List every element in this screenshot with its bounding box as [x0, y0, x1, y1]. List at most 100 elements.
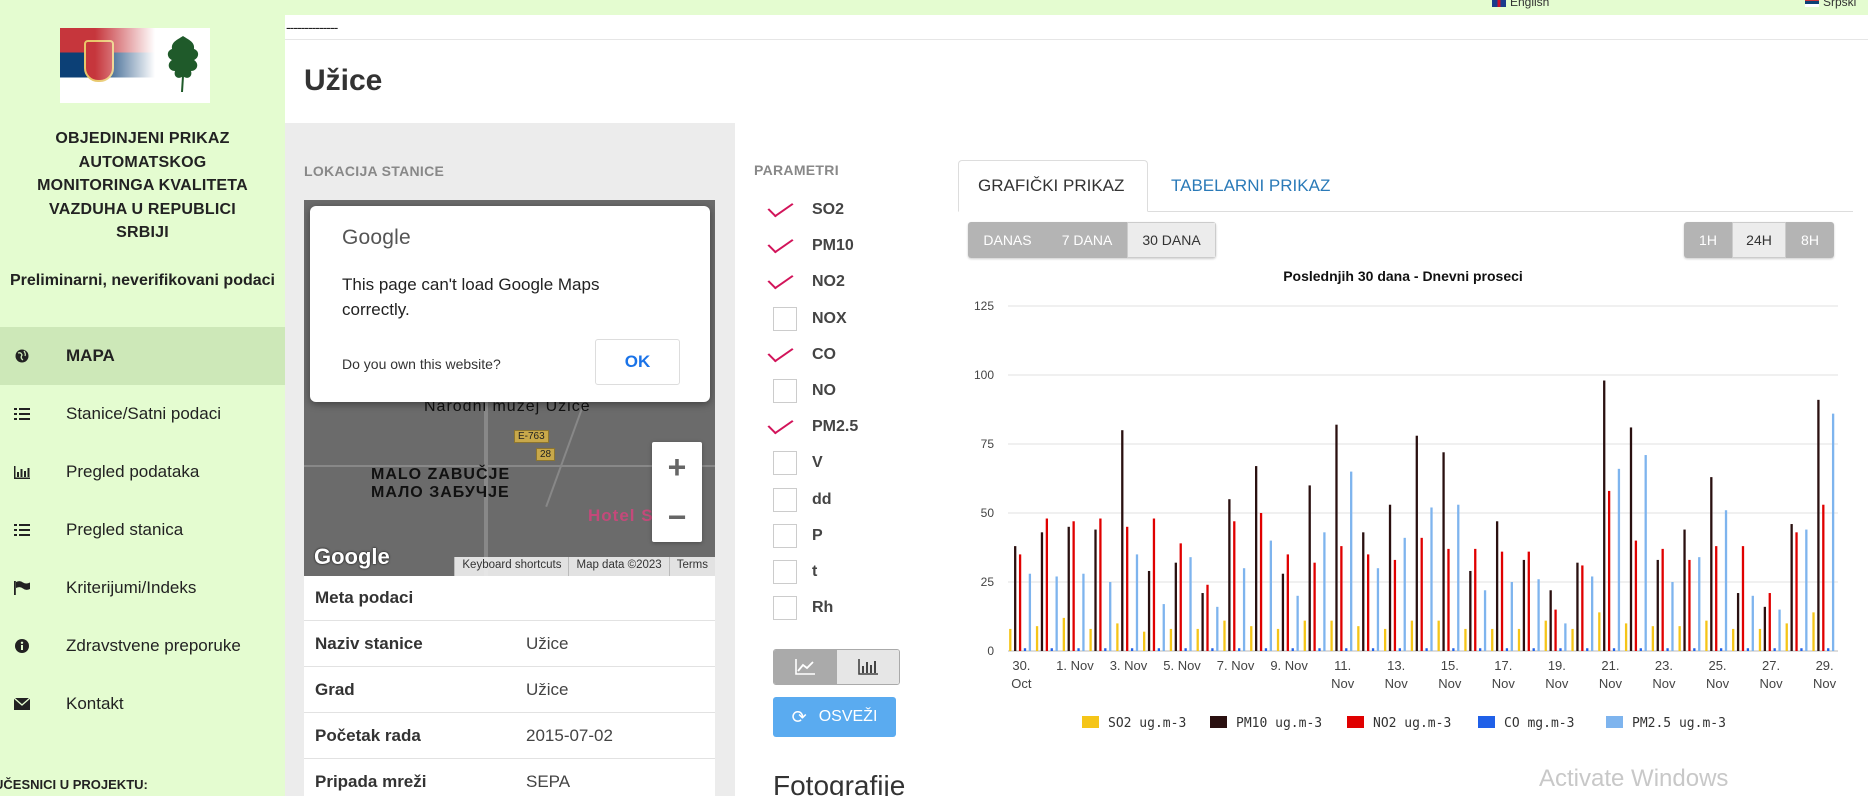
x-tick-label: 7. Nov [1217, 658, 1255, 673]
checkbox-checked[interactable] [773, 198, 797, 222]
checkbox-checked[interactable] [773, 415, 797, 439]
checkbox[interactable] [773, 523, 797, 548]
refresh-button[interactable]: ⟳ OSVEŽI [773, 697, 896, 737]
param-rh[interactable]: Rh [773, 590, 858, 626]
sidebar-item-kontakt[interactable]: Kontakt [0, 675, 285, 733]
zoom-control: + − [652, 442, 702, 542]
param-v[interactable]: V [773, 445, 858, 481]
bar [1576, 562, 1579, 651]
chart-bars [1009, 380, 1835, 651]
own-website-link[interactable]: Do you own this website? [342, 356, 501, 372]
bar [1437, 620, 1440, 651]
sidebar-item-mapa[interactable]: MAPA [0, 327, 285, 385]
param-dd[interactable]: dd [773, 482, 858, 518]
range-30-days-button[interactable]: 30 DANA [1127, 222, 1216, 258]
station-map[interactable]: Narodni muzej Užice E-763 28 MALO ZABUČJ… [304, 200, 715, 576]
legend-item[interactable]: CO mg.m-3 [1478, 716, 1574, 731]
bar [1403, 537, 1406, 651]
interval-1h-button[interactable]: 1H [1684, 222, 1732, 258]
sidebar-item-label: MAPA [66, 346, 115, 365]
chart-panel: DANAS 7 DANA 30 DANA 1H 24H 8H Poslednji… [958, 212, 1853, 757]
checkbox[interactable] [773, 596, 797, 621]
bar [1269, 540, 1273, 651]
param-co[interactable]: CO [773, 337, 858, 373]
sidebar-item-kriterijumi[interactable]: Kriterijumi/Indeks [0, 559, 285, 617]
lang-english-link[interactable]: English [1492, 0, 1549, 9]
bar [1590, 576, 1594, 651]
table-row: Naziv stanice Užice [304, 620, 715, 666]
zoom-out-button[interactable]: − [667, 498, 687, 535]
checkbox[interactable] [773, 559, 797, 584]
param-pm25[interactable]: PM2.5 [773, 409, 858, 445]
top-strip: English Srpski [0, 0, 1868, 15]
legend-swatch [1347, 716, 1364, 728]
legend-item[interactable]: PM2.5 ug.m-3 [1606, 716, 1726, 731]
checkbox-checked[interactable] [773, 234, 797, 258]
bar [1710, 477, 1713, 651]
bar [1323, 532, 1326, 651]
keyboard-shortcuts-link[interactable]: Keyboard shortcuts [454, 557, 568, 576]
line-chart-button[interactable] [774, 650, 837, 684]
param-label: SO2 [812, 201, 845, 219]
bar [1082, 573, 1085, 651]
bar [1698, 557, 1701, 651]
x-tick-label: 11. Nov [1331, 658, 1355, 691]
bar [1452, 648, 1455, 651]
terms-link[interactable]: Terms [668, 557, 715, 576]
x-tick-label: 1. Nov [1056, 658, 1094, 673]
param-pm10[interactable]: PM10 [773, 228, 858, 264]
bar [1447, 548, 1450, 651]
param-nox[interactable]: NOX [773, 301, 858, 337]
meta-key: Početak rada [315, 725, 421, 745]
interval-8h-button[interactable]: 8H [1786, 222, 1834, 258]
bar [1483, 590, 1487, 651]
checkbox[interactable] [773, 306, 797, 331]
bar [1822, 504, 1825, 651]
range-7-days-button[interactable]: 7 DANA [1047, 222, 1127, 258]
logo[interactable] [60, 28, 210, 103]
interval-24h-button[interactable]: 24H [1732, 222, 1786, 258]
checkbox[interactable] [773, 451, 797, 476]
param-so2[interactable]: SO2 [773, 192, 858, 228]
legend-item[interactable]: PM10 ug.m-3 [1210, 716, 1322, 731]
bar-chart-button[interactable] [836, 650, 899, 684]
page-title: Užice [304, 64, 383, 97]
y-tick-label: 100 [974, 368, 994, 382]
param-label: NO [812, 382, 836, 400]
photos-heading: Fotografije [773, 770, 906, 796]
sidebar-nav: MAPA Stanice/Satni podaci Pregled podata… [0, 327, 285, 733]
bar [1425, 648, 1428, 651]
checkbox[interactable] [773, 487, 797, 512]
range-buttons: DANAS 7 DANA 30 DANA [968, 222, 1216, 258]
param-t[interactable]: t [773, 554, 858, 590]
tab-table[interactable]: TABELARNI PRIKAZ [1171, 176, 1331, 195]
bar [1350, 471, 1353, 651]
param-p[interactable]: P [773, 518, 858, 554]
sidebar-item-stanice[interactable]: Stanice/Satni podaci [0, 385, 285, 443]
chart-title: Poslednjih 30 dana - Dnevni proseci [1283, 268, 1523, 284]
y-tick-label: 25 [981, 575, 995, 589]
lang-serbian-link[interactable]: Srpski [1805, 0, 1856, 9]
line-chart-icon [795, 659, 816, 675]
bar [1357, 626, 1360, 651]
param-no2[interactable]: NO2 [773, 264, 858, 300]
bar [1152, 518, 1156, 651]
zoom-in-button[interactable]: + [667, 448, 687, 485]
ok-button[interactable]: OK [595, 339, 680, 385]
bar [1201, 593, 1204, 651]
checkbox[interactable] [773, 379, 797, 404]
bar [1259, 513, 1263, 651]
project-participants-label: UČESNICI U PROJEKTU: [0, 777, 148, 792]
sidebar-item-pregled-stanica[interactable]: Pregled stanica [0, 501, 285, 559]
checkbox-checked[interactable] [773, 270, 797, 294]
bar [1639, 648, 1642, 651]
sidebar-item-pregled-podataka[interactable]: Pregled podataka [0, 443, 285, 501]
tab-graph[interactable]: GRAFIČKI PRIKAZ [958, 160, 1148, 212]
bar [1763, 606, 1767, 651]
range-today-button[interactable]: DANAS [968, 222, 1047, 258]
sidebar-item-zdravstvene[interactable]: Zdravstvene preporuke [0, 617, 285, 675]
legend-item[interactable]: SO2 ug.m-3 [1082, 716, 1186, 731]
checkbox-checked[interactable] [773, 343, 797, 367]
param-no[interactable]: NO [773, 373, 858, 409]
legend-item[interactable]: NO2 ug.m-3 [1347, 716, 1451, 731]
